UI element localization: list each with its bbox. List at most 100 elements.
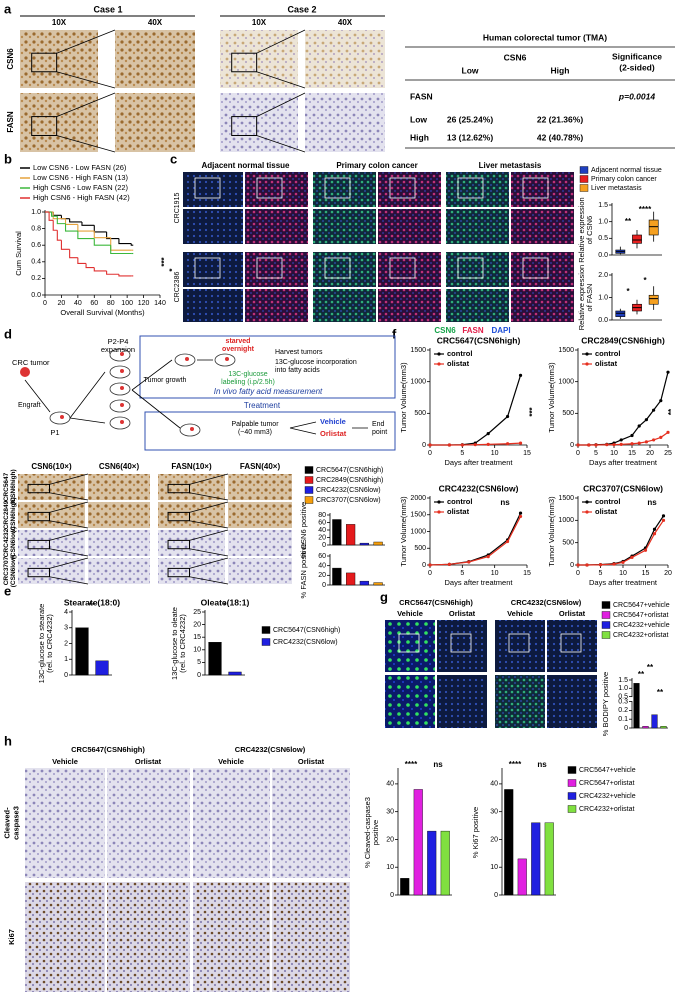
x-tick-label: 10 (619, 570, 627, 577)
bar (332, 519, 342, 546)
y-axis-label: Relative expression (577, 197, 586, 262)
axis (429, 348, 527, 446)
label: Orlistat (559, 609, 586, 618)
y-axis-label: (rel. to CRC4232) (45, 614, 54, 673)
data-point (652, 408, 656, 412)
legend-label: CRC5647(CSN6high) (316, 467, 383, 474)
micrograph (183, 209, 243, 244)
label: Vehicle (52, 757, 78, 766)
label: 40X (338, 18, 353, 27)
label: (CSN6low) (10, 555, 17, 588)
inset-box (31, 116, 58, 136)
axis (577, 348, 668, 446)
label: starved (226, 338, 251, 345)
label: CRC1915 (174, 193, 181, 224)
legend-swatch (261, 638, 271, 646)
legend-swatch (304, 486, 314, 494)
data-point (659, 435, 663, 439)
x-tick-label: 25 (664, 450, 672, 457)
panel-label: d (4, 326, 12, 341)
label: p=0.0014 (618, 91, 655, 101)
label: FASN (6, 111, 15, 133)
micrograph (115, 93, 195, 152)
inset-line (56, 135, 116, 153)
panel-label: a (4, 1, 12, 16)
chart-title: CRC4232(CSN6low) (439, 483, 519, 493)
label: Case 1 (93, 4, 122, 14)
box-body (648, 294, 659, 305)
panel-label: h (4, 733, 12, 748)
legend-label: CRC5647+vehicle (579, 767, 636, 774)
inset-box (194, 257, 221, 279)
inset-line (189, 473, 229, 485)
survival-step (93, 238, 111, 246)
data-point (619, 438, 623, 442)
axis (44, 210, 160, 296)
y-axis-label: Tumor Volume(mm3) (547, 362, 556, 433)
legend-marker (437, 352, 441, 356)
label: Engraft (18, 402, 41, 409)
micrograph (228, 558, 292, 584)
data-point (585, 563, 589, 567)
survival-step (69, 218, 82, 223)
micrograph (446, 209, 509, 244)
label: Vehicle (507, 609, 533, 618)
label: DAPI (491, 326, 510, 335)
inset-line (189, 557, 229, 569)
label: CRC4232(CSN6low) (511, 598, 582, 607)
label: CSN6 (504, 52, 527, 62)
data-point (644, 440, 649, 444)
micrograph (385, 620, 435, 672)
bar (359, 542, 369, 546)
micrograph (193, 768, 270, 878)
micrograph (446, 252, 509, 287)
inset-box (167, 567, 190, 578)
micrograph (245, 252, 308, 287)
inset-box (27, 567, 50, 578)
label: Orlistat (135, 757, 162, 766)
inset-box (324, 257, 351, 279)
label: Case 2 (287, 4, 316, 14)
legend-label: Low CSN6 - Low FASN (26) (33, 163, 127, 172)
significance: **** (405, 760, 418, 769)
data-point (630, 555, 634, 560)
legend-label: CRC4232(CSN6low) (273, 639, 338, 646)
x-tick-label: 5 (599, 570, 603, 577)
micrograph (245, 289, 308, 322)
panel-label: g (380, 589, 388, 604)
significance: ** (625, 217, 632, 226)
y-tick-label: 1.0 (618, 685, 628, 692)
legend-swatch (601, 601, 611, 609)
survival-step (110, 245, 132, 255)
y-tick-label: 1500 (558, 495, 574, 502)
survival-step (56, 230, 62, 241)
legend-label: Low CSN6 - High FASN (13) (33, 173, 129, 182)
inset-line (49, 548, 89, 557)
data-point (428, 563, 432, 567)
box-body (632, 234, 642, 244)
legend-label: CRC2849(CSN6high) (316, 477, 383, 484)
survival-step (77, 231, 95, 240)
series-line (429, 516, 522, 566)
micrograph (313, 252, 376, 287)
micrograph (183, 252, 243, 287)
y-tick-label: 10 (490, 864, 498, 871)
micrograph (25, 882, 105, 992)
significance: * (168, 268, 177, 272)
bar (517, 858, 527, 896)
data-point (666, 370, 670, 374)
micrograph (183, 172, 243, 207)
x-tick-label: 0 (43, 300, 47, 307)
micrograph (107, 882, 190, 992)
micrograph (88, 502, 150, 528)
x-tick-label: 10 (491, 570, 499, 577)
legend-label: CRC5647(CSN6high) (273, 627, 340, 634)
inset-box (389, 177, 416, 199)
chart-title: Stearate(18:0) (64, 597, 120, 607)
y-tick-label: 1.0 (598, 294, 608, 301)
arrow (24, 359, 213, 429)
micrograph (446, 172, 509, 207)
label: point (372, 429, 387, 436)
data-point (518, 511, 523, 515)
bar (332, 567, 342, 586)
